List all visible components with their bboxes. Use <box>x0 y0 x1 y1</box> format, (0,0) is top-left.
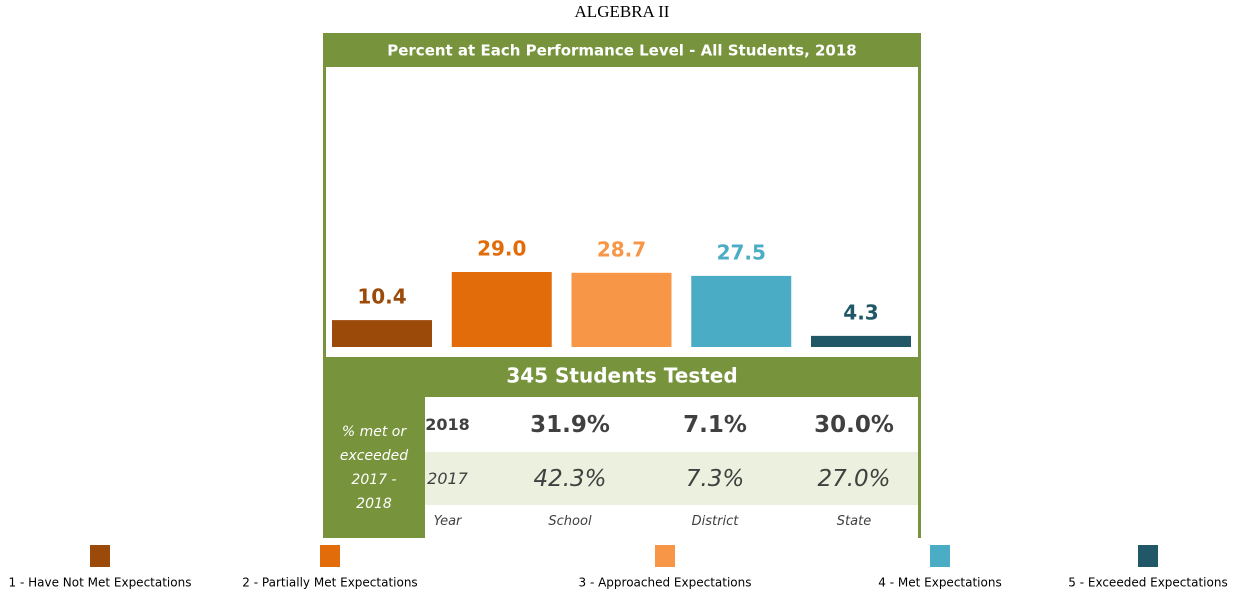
bar <box>811 335 911 347</box>
side-label: % met or exceeded 2017 - 2018 <box>339 423 409 512</box>
legend-swatch <box>655 545 675 567</box>
value-label: 4.3 <box>843 300 878 324</box>
legend-swatch <box>1138 545 1158 567</box>
chart-subtitle: Percent at Each Performance Level - All … <box>387 42 857 60</box>
legend-label: 3 - Approached Expectations <box>579 576 752 590</box>
table-cell: 30.0% <box>814 411 894 438</box>
legend-label: 4 - Met Expectations <box>878 576 1001 590</box>
table-cell: 42.3% <box>533 465 607 492</box>
value-label: 27.5 <box>717 240 766 264</box>
students-tested: 345 Students Tested <box>506 364 737 388</box>
legend-swatch <box>930 545 950 567</box>
bar <box>571 272 672 347</box>
row-bg <box>425 505 918 538</box>
table-cell: District <box>691 514 739 529</box>
legend-swatch <box>90 545 110 567</box>
chart-title: ALGEBRA II <box>575 2 670 21</box>
legend-label: 2 - Partially Met Expectations <box>242 576 417 590</box>
bar <box>332 320 432 347</box>
bar <box>691 275 792 347</box>
table-cell: School <box>548 514 592 529</box>
table-cell: Year <box>433 514 462 529</box>
table-cell: 2017 <box>427 469 468 488</box>
legend-swatch <box>320 545 340 567</box>
table-cell: 7.1% <box>683 411 747 438</box>
legend-label: 5 - Exceeded Expectations <box>1068 576 1227 590</box>
table-cell: 7.3% <box>685 465 745 492</box>
row-bg <box>425 452 918 505</box>
table-cell: State <box>836 514 872 529</box>
table-cell: 2018 <box>425 415 470 434</box>
value-label: 29.0 <box>477 237 526 261</box>
value-label: 10.4 <box>357 285 406 309</box>
table-cell: 27.0% <box>817 465 891 492</box>
row-bg <box>425 397 918 452</box>
table-cell: 31.9% <box>530 411 610 438</box>
value-label: 28.7 <box>597 237 646 261</box>
bar <box>451 272 552 347</box>
legend-label: 1 - Have Not Met Expectations <box>9 576 192 590</box>
